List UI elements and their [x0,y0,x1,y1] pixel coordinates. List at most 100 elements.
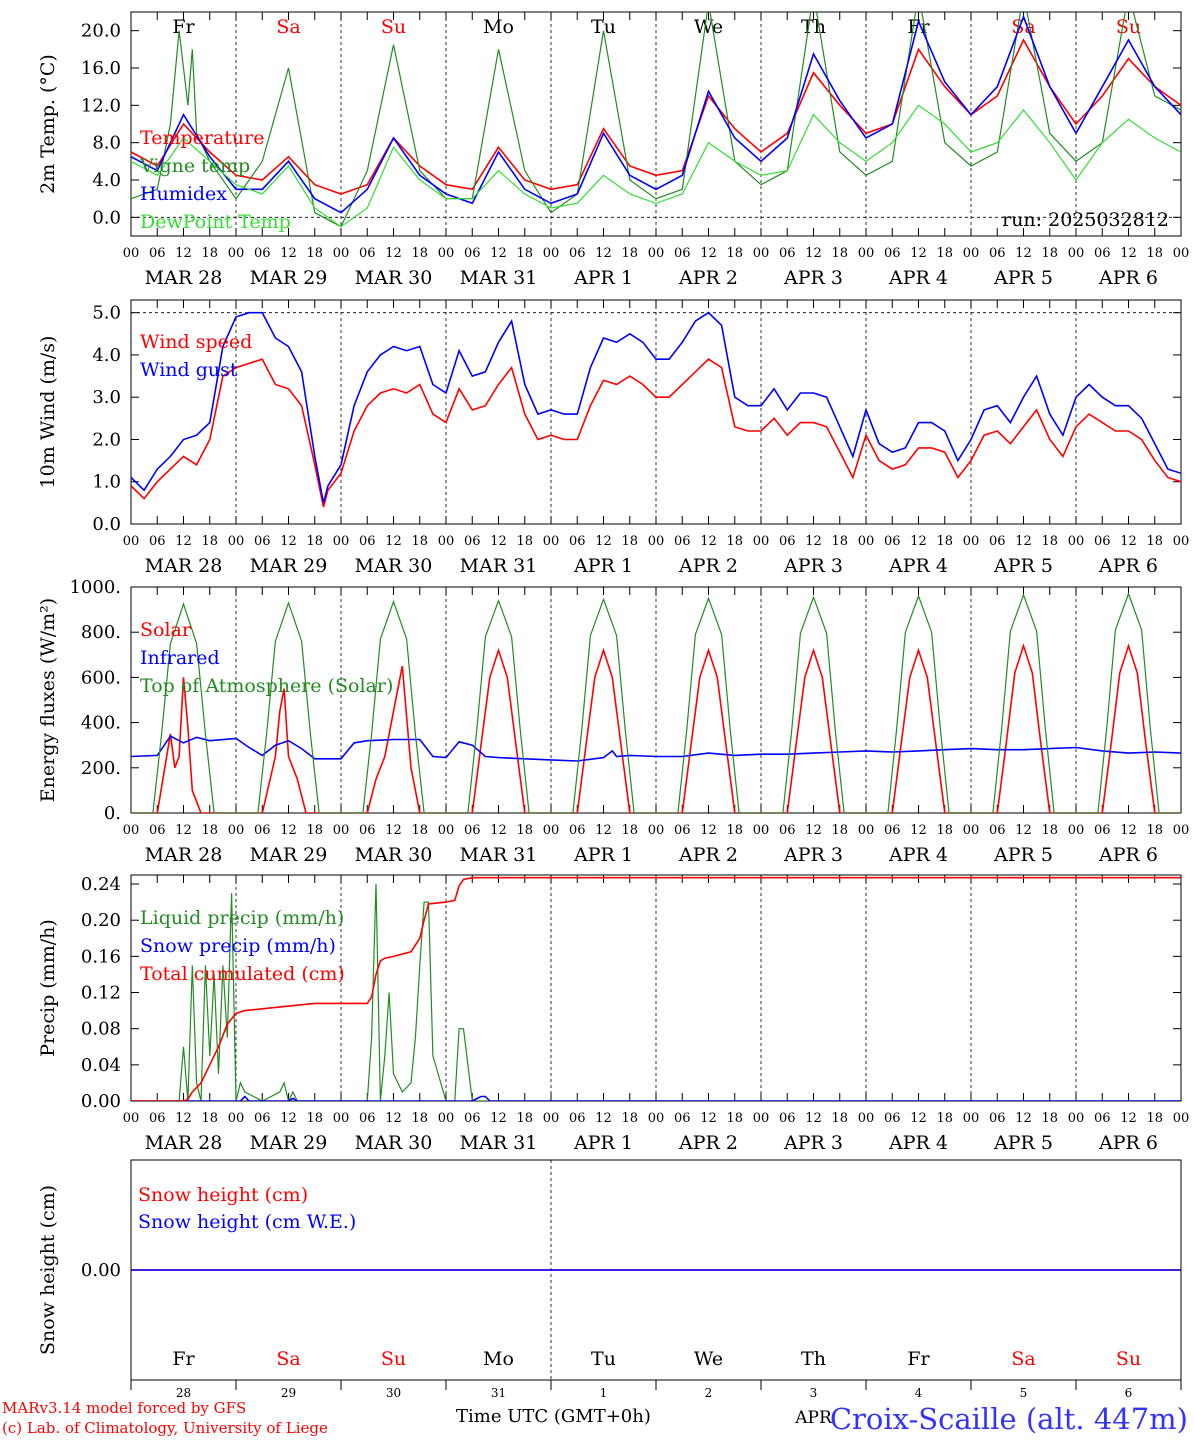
x-hour-label: 12 [280,246,297,261]
y-tick-label: 0.00 [81,1260,121,1281]
x-hour-label: 06 [989,246,1006,261]
day-number-label: 1 [600,1386,608,1400]
day-name-label: Su [381,16,406,38]
x-hour-label: 12 [1120,1111,1137,1126]
x-hour-label: 00 [333,246,350,261]
x-hour-label: 18 [411,1111,428,1126]
x-date-label: APR 2 [678,555,738,577]
x-hour-label: 12 [280,823,297,838]
x-date-label: APR 4 [888,1132,948,1154]
x-hour-label: 00 [543,1111,560,1126]
x-hour-label: 12 [700,246,717,261]
plot-frame [130,11,1182,237]
y-tick-label: 3.0 [92,387,121,408]
x-hour-label: 06 [779,823,796,838]
x-hour-label: 06 [674,823,691,838]
x-hour-label: 12 [1015,246,1032,261]
x-axis-title: Time UTC (GMT+0h) [456,1406,651,1427]
y-tick-label: 5.0 [92,303,121,324]
y-tick-label: 8.0 [92,133,121,154]
x-date-label: MAR 28 [145,844,223,866]
x-date-label: MAR 30 [355,844,433,866]
x-date-label: APR 3 [783,267,843,289]
series-group [131,876,1181,1101]
x-hour-label: 06 [149,534,166,549]
x-hour-label: 18 [831,246,848,261]
x-hour-label: 00 [1173,246,1190,261]
x-date-label: APR 5 [993,1132,1053,1154]
x-date-label: APR 5 [993,267,1053,289]
day-number-label: 28 [176,1386,191,1400]
day-name-label: Su [1116,1348,1141,1370]
y-tick-label: 2.0 [92,429,121,450]
x-date-label: APR 1 [573,844,633,866]
x-date-label: MAR 31 [460,844,538,866]
x-date-label: MAR 28 [145,1132,223,1154]
x-hour-label: 12 [910,246,927,261]
x-hour-label: 12 [1120,246,1137,261]
x-hour-label: 06 [1094,1111,1111,1126]
legend-entry: Snow height (cm W.E.) [138,1211,356,1233]
legend-entry: Solar [140,619,192,641]
x-date-label: APR 2 [678,844,738,866]
x-date-label: APR 3 [783,1132,843,1154]
series-line-humidex [131,14,1181,214]
x-hour-label: 18 [1146,1111,1163,1126]
y-tick-label: 800. [81,622,121,643]
x-hour-label: 00 [1068,534,1085,549]
y-tick-label: 12.0 [81,95,121,116]
x-hour-label: 00 [1173,1111,1190,1126]
y-tick-label: 1.0 [92,472,121,493]
x-date-label: APR 5 [993,555,1053,577]
y-tick-label: 0. [104,803,121,824]
x-hour-label: 18 [726,246,743,261]
x-hour-label: 00 [123,246,140,261]
day-number-label: 2 [705,1386,713,1400]
day-name-label: Sa [276,16,300,38]
x-hour-label: 00 [1068,246,1085,261]
x-hour-label: 00 [963,246,980,261]
day-number-label: 3 [810,1386,818,1400]
x-hour-label: 00 [123,1111,140,1126]
x-hour-label: 12 [385,534,402,549]
legend-entry: Infrared [140,647,220,669]
x-date-label: APR 3 [783,555,843,577]
x-hour-label: 12 [700,534,717,549]
series-line-solar [131,643,1181,813]
y-tick-label: 1000. [69,577,121,598]
series-line-vigne-temp [131,12,1181,228]
day-name-label: Sa [1011,16,1035,38]
x-hour-label: 06 [464,246,481,261]
x-date-label: APR 5 [993,844,1053,866]
x-hour-label: 18 [936,823,953,838]
x-hour-label: 18 [1146,534,1163,549]
series-line-top-of-atmosphere-solar- [131,592,1181,813]
x-date-label: APR 1 [573,1132,633,1154]
day-name-label: Sa [1011,1348,1035,1370]
x-date-label: MAR 28 [145,267,223,289]
day-number-label: 31 [491,1386,506,1400]
series-group [131,592,1181,813]
legend-entry: Total cumulated (cm) [140,963,345,985]
x-hour-label: 00 [543,823,560,838]
x-hour-label: 06 [779,534,796,549]
x-hour-label: 00 [123,823,140,838]
x-hour-label: 00 [753,246,770,261]
y-axis-label: 2m Temp. (°C) [37,54,59,194]
x-date-label: APR 2 [678,1132,738,1154]
legend-entry: Temperature [140,127,264,149]
x-hour-label: 12 [175,1111,192,1126]
x-hour-label: 12 [490,246,507,261]
x-date-label: APR 4 [888,555,948,577]
x-date-label: APR 1 [573,267,633,289]
x-hour-label: 18 [726,823,743,838]
x-date-label: MAR 29 [250,1132,328,1154]
x-hour-label: 12 [175,246,192,261]
series-line-wind-gust [131,311,1181,504]
x-hour-label: 18 [936,246,953,261]
series-group [131,311,1181,508]
x-hour-label: 06 [674,534,691,549]
x-hour-label: 06 [1094,823,1111,838]
x-date-label: MAR 31 [460,1132,538,1154]
